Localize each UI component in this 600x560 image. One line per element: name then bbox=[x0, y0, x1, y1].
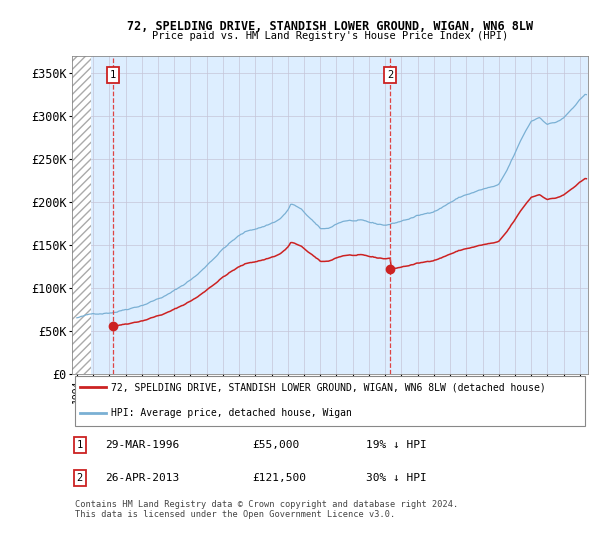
Text: 1: 1 bbox=[77, 440, 83, 450]
Text: Price paid vs. HM Land Registry's House Price Index (HPI): Price paid vs. HM Land Registry's House … bbox=[152, 31, 508, 41]
Text: HPI: Average price, detached house, Wigan: HPI: Average price, detached house, Wiga… bbox=[110, 408, 352, 418]
Text: £121,500: £121,500 bbox=[253, 473, 307, 483]
Text: 72, SPELDING DRIVE, STANDISH LOWER GROUND, WIGAN, WN6 8LW (detached house): 72, SPELDING DRIVE, STANDISH LOWER GROUN… bbox=[110, 382, 545, 392]
Text: 30% ↓ HPI: 30% ↓ HPI bbox=[366, 473, 427, 483]
Text: Contains HM Land Registry data © Crown copyright and database right 2024.
This d: Contains HM Land Registry data © Crown c… bbox=[74, 500, 458, 519]
Text: 72, SPELDING DRIVE, STANDISH LOWER GROUND, WIGAN, WN6 8LW: 72, SPELDING DRIVE, STANDISH LOWER GROUN… bbox=[127, 20, 533, 32]
FancyBboxPatch shape bbox=[74, 376, 586, 426]
Text: 1: 1 bbox=[110, 70, 116, 80]
Text: 26-APR-2013: 26-APR-2013 bbox=[106, 473, 180, 483]
Text: 29-MAR-1996: 29-MAR-1996 bbox=[106, 440, 180, 450]
Polygon shape bbox=[72, 56, 91, 374]
Text: £55,000: £55,000 bbox=[253, 440, 300, 450]
Text: 2: 2 bbox=[77, 473, 83, 483]
Text: 2: 2 bbox=[387, 70, 394, 80]
Text: 19% ↓ HPI: 19% ↓ HPI bbox=[366, 440, 427, 450]
